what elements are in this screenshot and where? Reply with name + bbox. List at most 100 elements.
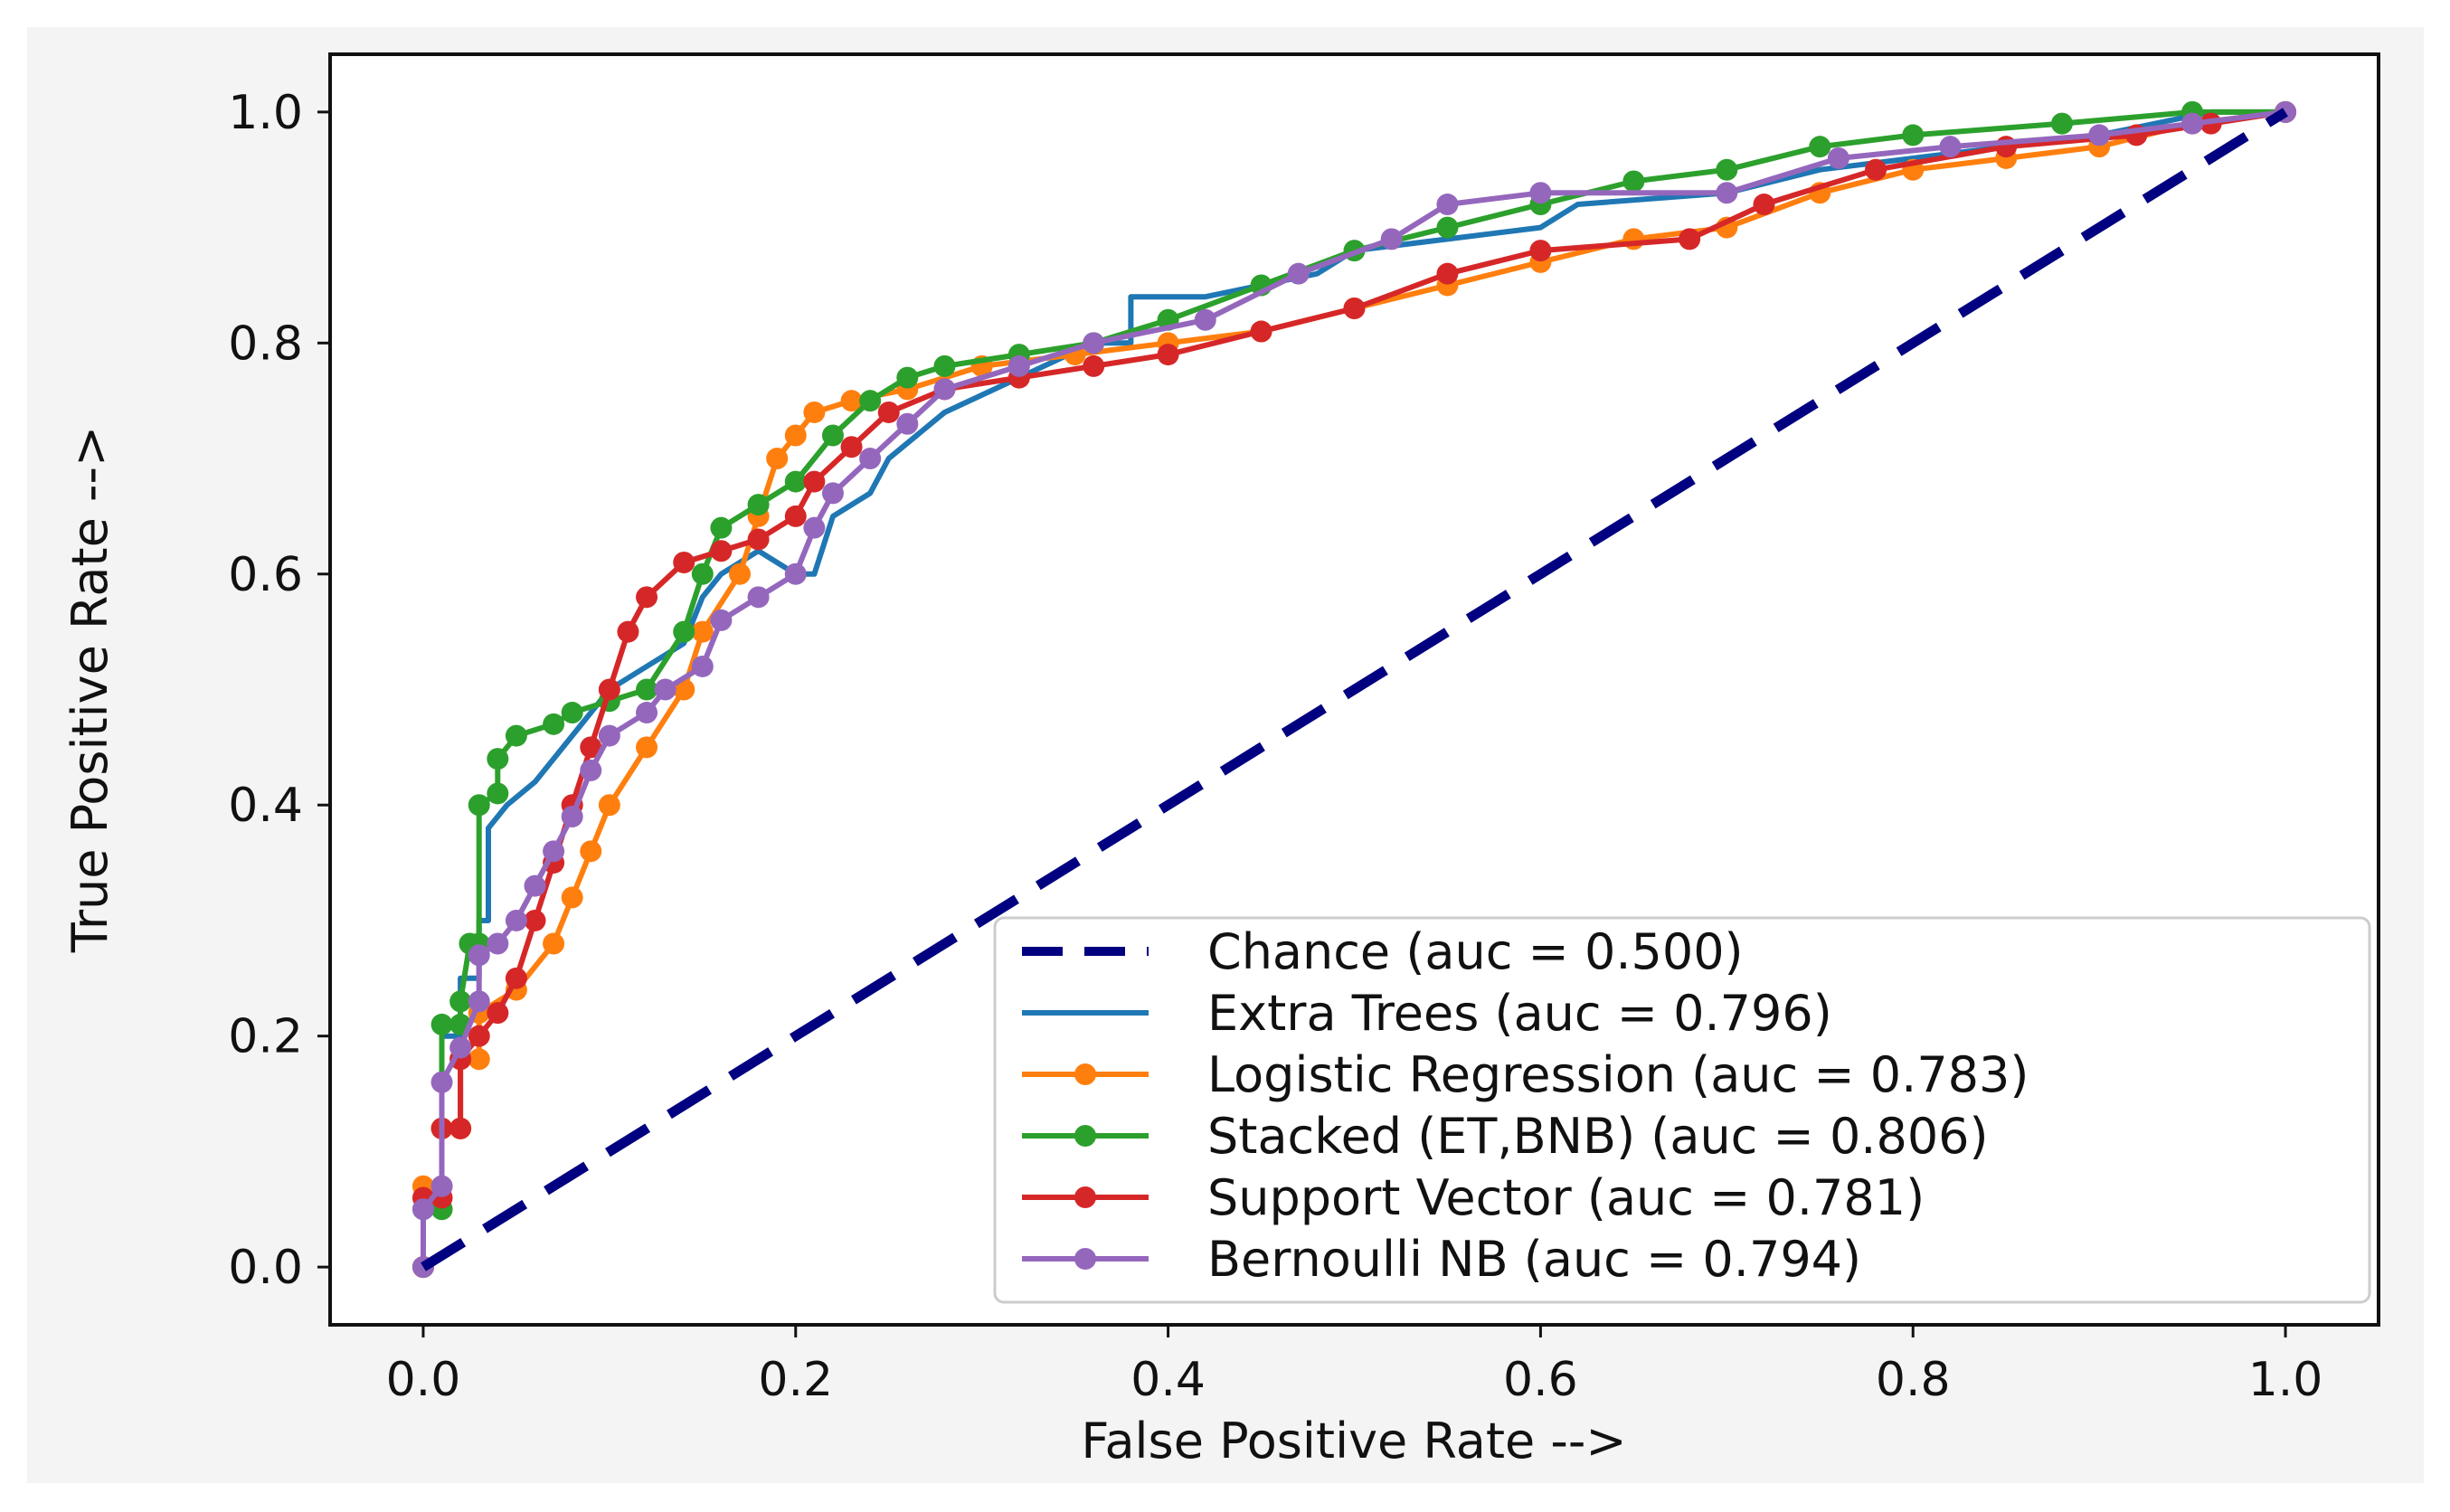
data-point-support-vector [747, 528, 770, 551]
data-point-support-vector [710, 540, 733, 562]
data-point-support-vector [1083, 354, 1105, 377]
data-point-support-vector [1157, 344, 1179, 366]
legend-box [993, 916, 2371, 1304]
data-point-stacked [859, 390, 882, 412]
data-point-bernoulli-nb [561, 806, 583, 827]
y-axis-title: True Positive Rate --> [61, 426, 118, 953]
data-point-support-vector [598, 678, 620, 701]
data-point-bernoulli-nb [449, 1036, 472, 1059]
data-point-support-vector [1865, 158, 1887, 181]
data-point-stacked [933, 354, 956, 377]
data-point-stacked [505, 724, 527, 747]
data-point-bernoulli-nb [803, 516, 826, 539]
data-point-bernoulli-nb [430, 1175, 453, 1197]
data-point-logistic-regression [784, 424, 807, 447]
data-point-support-vector [1436, 262, 1459, 285]
series-line-chance [421, 108, 2288, 1271]
x-tick-label: 0.6 [1503, 1353, 1578, 1407]
data-point-support-vector [449, 1117, 472, 1139]
data-point-bernoulli-nb [598, 724, 620, 747]
data-point-logistic-regression [729, 562, 751, 585]
legend-label-support-vector: Support Vector (auc = 0.781) [1207, 1169, 1925, 1226]
data-point-bernoulli-nb [747, 586, 770, 609]
legend-label-stacked: Stacked (ET,BNB) (auc = 0.806) [1207, 1108, 1989, 1165]
data-point-logistic-regression [803, 401, 826, 423]
data-point-bernoulli-nb [1194, 308, 1216, 331]
data-point-stacked [1716, 158, 1738, 181]
data-point-stacked [896, 366, 919, 389]
legend-marker-bernoulli-nb [1074, 1248, 1096, 1270]
data-point-stacked [561, 702, 583, 724]
data-point-support-vector [840, 436, 863, 458]
data-point-logistic-regression [636, 736, 658, 759]
y-tick-label: 0.4 [228, 779, 303, 833]
data-point-stacked [2050, 112, 2073, 135]
data-point-bernoulli-nb [1827, 146, 1849, 169]
data-point-bernoulli-nb [430, 1071, 453, 1093]
y-tick-label: 0.6 [228, 548, 303, 602]
data-point-bernoulli-nb [1380, 228, 1403, 250]
y-tick-label: 0.8 [228, 317, 303, 371]
legend-label-extra-trees: Extra Trees (auc = 0.796) [1207, 985, 1832, 1042]
data-point-bernoulli-nb [933, 378, 956, 401]
legend-marker-stacked [1074, 1125, 1096, 1147]
data-point-support-vector [487, 1002, 509, 1025]
data-point-bernoulli-nb [1716, 182, 1738, 204]
data-point-logistic-regression [580, 840, 602, 863]
data-point-stacked [710, 516, 733, 539]
data-point-bernoulli-nb [2088, 124, 2111, 146]
series-layer [411, 100, 2297, 1279]
data-point-bernoulli-nb [1083, 332, 1105, 354]
data-point-support-vector [1343, 298, 1366, 319]
data-point-stacked [636, 678, 658, 701]
data-point-support-vector [617, 620, 639, 643]
data-point-bernoulli-nb [654, 678, 676, 701]
data-point-bernoulli-nb [543, 840, 565, 863]
series-bernoulli-nb [411, 100, 2297, 1279]
legend: Chance (auc = 0.500)Extra Trees (auc = 0… [993, 916, 2371, 1304]
data-point-logistic-regression [766, 448, 789, 470]
data-point-stacked [1902, 124, 1925, 146]
data-point-bernoulli-nb [859, 448, 882, 470]
x-tick-label: 0.4 [1130, 1353, 1206, 1407]
data-point-bernoulli-nb [691, 655, 714, 677]
data-point-bernoulli-nb [468, 944, 490, 967]
y-tick-label: 1.0 [228, 86, 303, 140]
x-axis: 0.0 0.2 0.4 0.6 0.8 1.0 [386, 1325, 2322, 1407]
data-point-bernoulli-nb [524, 874, 546, 897]
data-point-support-vector [1679, 228, 1701, 250]
series-chance [421, 108, 2288, 1271]
data-point-support-vector [505, 967, 527, 989]
data-point-bernoulli-nb [636, 702, 658, 724]
y-axis: 0.0 0.2 0.4 0.6 0.8 1.0 [228, 86, 330, 1295]
data-point-bernoulli-nb [487, 932, 509, 955]
data-point-support-vector [1529, 240, 1552, 262]
legend-label-chance: Chance (auc = 0.500) [1207, 923, 1744, 980]
data-point-support-vector [784, 505, 807, 527]
data-point-stacked [691, 562, 714, 585]
data-point-support-vector [877, 401, 900, 423]
data-point-support-vector [1250, 320, 1272, 343]
data-point-support-vector [580, 736, 602, 759]
data-point-bernoulli-nb [896, 412, 919, 435]
data-point-support-vector [673, 552, 695, 573]
y-tick-label: 0.0 [228, 1241, 303, 1295]
data-point-bernoulli-nb [2181, 112, 2204, 135]
x-tick-label: 0.0 [386, 1353, 461, 1407]
data-point-logistic-regression [691, 620, 714, 643]
data-point-bernoulli-nb [411, 1198, 434, 1221]
data-point-bernoulli-nb [821, 482, 844, 505]
data-point-stacked [1809, 136, 1831, 158]
data-point-bernoulli-nb [784, 562, 807, 585]
data-point-bernoulli-nb [1287, 262, 1310, 285]
data-point-stacked [487, 748, 509, 770]
data-point-support-vector [524, 909, 546, 931]
data-point-support-vector [636, 586, 658, 609]
data-point-bernoulli-nb [710, 609, 733, 631]
data-point-support-vector [1753, 194, 1775, 216]
data-point-stacked [673, 620, 695, 643]
data-point-stacked [821, 424, 844, 447]
data-point-stacked [430, 1013, 453, 1035]
data-point-stacked [1622, 170, 1645, 193]
